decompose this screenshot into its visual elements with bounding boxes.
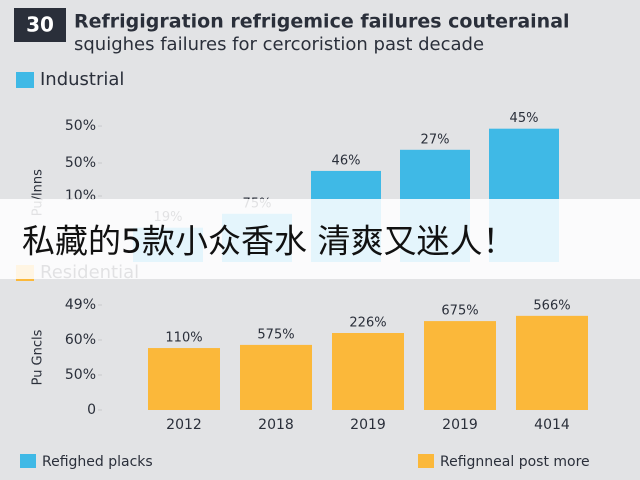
banner	[0, 199, 640, 279]
legend-swatch	[418, 454, 434, 468]
x-tick-label: 2019	[350, 417, 386, 433]
badge	[14, 8, 66, 42]
bar	[240, 344, 312, 410]
y-tick-label: 50%	[65, 155, 96, 171]
x-tick-label: 4014	[534, 417, 570, 433]
bar-annotation: 27%	[421, 132, 450, 147]
legend-label: Refignneal post more	[440, 454, 590, 470]
y-tick-label: 50%	[65, 367, 96, 383]
legend-swatch	[16, 72, 34, 88]
x-tick-label: 2019	[442, 417, 478, 433]
legend-swatch	[20, 454, 36, 468]
bar	[148, 348, 220, 410]
bar	[516, 315, 588, 410]
legend-label: Refighed placks	[42, 454, 153, 470]
x-tick-label: 2018	[258, 417, 294, 433]
y-tick-label: 60%	[65, 332, 96, 348]
x-tick-label: 2012	[166, 417, 202, 433]
badge-text: 30	[26, 13, 54, 37]
y-axis-label: Pu Gncls	[31, 329, 46, 385]
title: Refrigigration refrigemice failures cout…	[74, 11, 570, 33]
panel-title: Industrial	[40, 69, 124, 90]
bar-annotation: 46%	[332, 153, 361, 168]
y-tick-label: 0	[87, 402, 96, 418]
bar	[424, 321, 496, 410]
y-tick-label: 49%	[65, 297, 96, 313]
bar-annotation: 675%	[441, 304, 478, 319]
bar-annotation: 226%	[349, 316, 386, 331]
banner-text: 私藏的5款小众香水 清爽又迷人！	[22, 222, 516, 261]
y-tick-label: 50%	[65, 118, 96, 134]
subtitle: squighes failures for cercoristion past …	[74, 34, 484, 55]
bar-annotation: 110%	[165, 331, 202, 346]
bar	[332, 333, 404, 410]
bar-annotation: 45%	[510, 111, 539, 126]
bar-annotation: 575%	[257, 327, 294, 342]
bar-annotation: 566%	[533, 298, 570, 313]
